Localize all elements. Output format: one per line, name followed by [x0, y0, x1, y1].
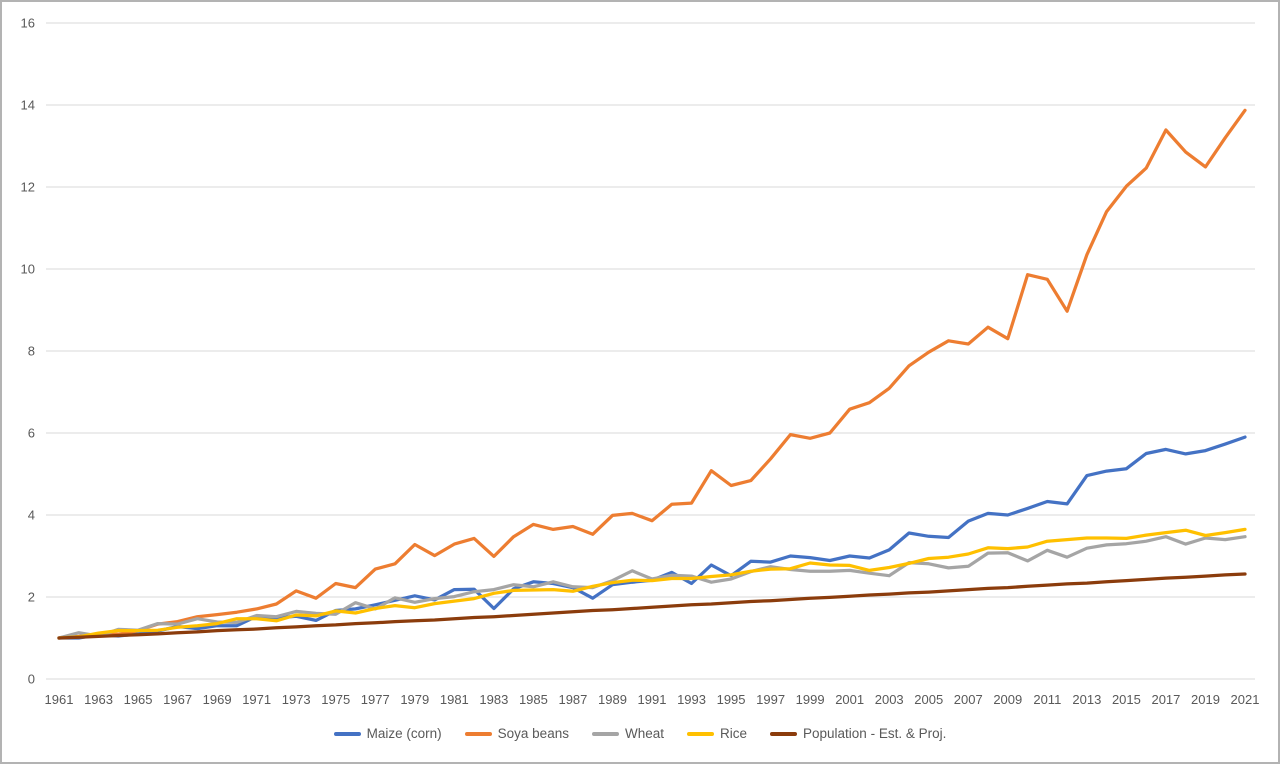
x-axis-label: 1985 — [519, 692, 548, 707]
x-axis-label: 1991 — [638, 692, 667, 707]
x-axis-label: 1983 — [479, 692, 508, 707]
y-axis-label: 0 — [28, 672, 35, 687]
x-axis-label: 2003 — [875, 692, 904, 707]
x-axis-label: 1995 — [717, 692, 746, 707]
series-line-wheat — [57, 535, 1247, 640]
y-axis-label: 8 — [28, 344, 35, 359]
x-axis-label: 2015 — [1112, 692, 1141, 707]
x-axis-label: 1965 — [124, 692, 153, 707]
y-axis-label: 6 — [28, 426, 35, 441]
y-axis-label: 10 — [21, 262, 35, 277]
legend-item-rice: Rice — [687, 726, 747, 741]
x-axis-label: 2007 — [954, 692, 983, 707]
legend-item-maize-corn: Maize (corn) — [333, 726, 442, 741]
series-line-soya-beans — [57, 108, 1247, 640]
series-line-population-est-proj — [57, 572, 1247, 640]
y-axis-label: 2 — [28, 590, 35, 605]
series-line-rice — [57, 527, 1247, 640]
x-axis-label: 1967 — [163, 692, 192, 707]
legend-swatch-wheat — [591, 731, 619, 736]
x-axis-label: 1975 — [321, 692, 350, 707]
y-axis-label: 16 — [21, 16, 35, 31]
x-axis-label: 2001 — [835, 692, 864, 707]
x-axis-label: 1997 — [756, 692, 785, 707]
legend-swatch-rice — [687, 731, 714, 736]
x-axis-label: 1999 — [796, 692, 825, 707]
y-axis-label: 4 — [28, 508, 35, 523]
x-axis-label: 2005 — [914, 692, 943, 707]
x-axis-label: 2009 — [993, 692, 1022, 707]
legend-label: Maize (corn) — [366, 726, 442, 741]
x-axis-label: 1973 — [282, 692, 311, 707]
chart-legend: Maize (corn) Soya beans Wheat Rice Populatio… — [2, 726, 1278, 741]
x-axis-label: 2011 — [1033, 692, 1061, 707]
x-axis-label: 2013 — [1072, 692, 1101, 707]
x-axis-label: 1987 — [558, 692, 587, 707]
legend-item-wheat: Wheat — [591, 726, 664, 741]
legend-label: Soya beans — [497, 726, 569, 741]
y-axis-label: 14 — [21, 98, 35, 113]
x-axis-label: 1981 — [440, 692, 469, 707]
legend-label: Rice — [720, 726, 748, 741]
x-axis-label: 2019 — [1191, 692, 1220, 707]
x-axis-label: 2017 — [1151, 692, 1180, 707]
legend-swatch-maize-corn — [333, 731, 361, 736]
x-axis-label: 1989 — [598, 692, 627, 707]
y-axis-label: 12 — [21, 180, 35, 195]
x-axis-label: 1969 — [203, 692, 232, 707]
legend-label: Population - Est. & Proj. — [803, 726, 947, 741]
legend-item-soya-beans: Soya beans — [464, 726, 569, 741]
legend-swatch-soya-beans — [464, 731, 492, 736]
x-axis-label: 1993 — [677, 692, 706, 707]
x-axis-label: 1963 — [84, 692, 113, 707]
x-axis-label: 1979 — [400, 692, 429, 707]
x-axis-label: 1971 — [242, 692, 271, 707]
legend-swatch-population-est-proj — [770, 731, 798, 736]
x-axis-label: 1977 — [361, 692, 390, 707]
x-axis-label: 2021 — [1231, 692, 1260, 707]
legend-item-population-est-proj: Population - Est. & Proj. — [770, 726, 946, 741]
x-axis-label: 1961 — [45, 692, 74, 707]
legend-label: Wheat — [624, 726, 664, 741]
